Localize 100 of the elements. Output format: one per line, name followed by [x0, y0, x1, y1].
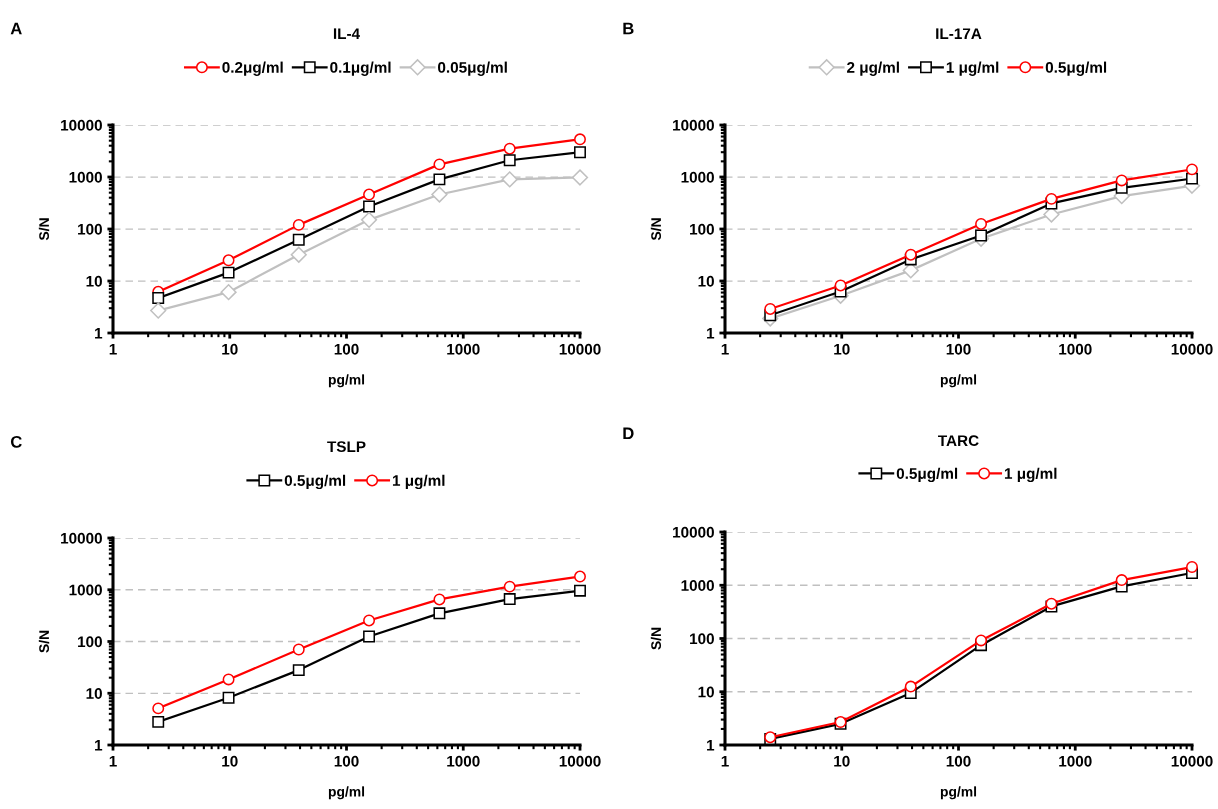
y-axis-title: S/N [38, 630, 50, 653]
point [222, 673, 235, 686]
point [292, 664, 305, 677]
x-axis-title: pg/ml [940, 786, 977, 800]
point [292, 233, 305, 246]
point [292, 218, 305, 231]
point [433, 173, 446, 186]
point [1115, 574, 1128, 587]
x-tick-label: 10 [222, 755, 238, 767]
text: C [10, 435, 22, 448]
y-tick-label: 1000 [69, 584, 102, 596]
legend-label: 1 μg/ml [1004, 467, 1057, 483]
legend-label: 1 μg/ml [392, 474, 445, 490]
point [152, 292, 165, 305]
legend-label: 0.5μg/ml [284, 474, 346, 490]
x-tick-label: 10000 [559, 343, 601, 355]
y-tick-label: 100 [690, 223, 714, 235]
point [363, 614, 376, 627]
point [574, 133, 586, 146]
y-tick-label: 1 [95, 328, 103, 339]
point [574, 584, 586, 597]
point [975, 217, 988, 230]
x-axis-title: pg/ml [328, 374, 365, 388]
x-tick-label: 10 [222, 343, 238, 355]
x-tick-label: 100 [946, 343, 971, 355]
point [222, 266, 235, 279]
text: D [623, 427, 634, 440]
x-tick-label: 1000 [447, 755, 480, 767]
point [363, 630, 376, 643]
point [433, 607, 446, 620]
x-axis-title: pg/ml [328, 786, 365, 800]
legend-label: 0.1μg/ml [330, 61, 391, 76]
point [904, 248, 917, 261]
x-tick-label: 1 [109, 755, 117, 767]
x-tick-label: 100 [334, 343, 359, 355]
point [220, 284, 237, 301]
point [904, 680, 917, 693]
y-tick-label: 10 [698, 686, 714, 698]
x-tick-label: 1 [721, 343, 729, 355]
legend-label: 0.2μg/ml [222, 61, 283, 76]
y-tick-label: 10000 [61, 119, 102, 131]
y-tick-label: 100 [78, 223, 102, 235]
point [503, 580, 516, 593]
text: B [623, 22, 634, 35]
point [503, 154, 516, 167]
y-tick-label: 10000 [673, 526, 714, 538]
y-tick-label: 1 [707, 328, 715, 339]
legend-label: 0.5μg/ml [1045, 61, 1107, 76]
legend-label: 1 μg/ml [946, 61, 999, 76]
point [222, 691, 235, 704]
point [152, 702, 165, 715]
point [501, 171, 518, 188]
x-tick-label: 10 [834, 755, 850, 767]
point [363, 188, 376, 201]
y-tick-label: 1 [95, 740, 103, 751]
point [975, 229, 988, 242]
x-tick-label: 1000 [1059, 755, 1092, 767]
y-axis-title: S/N [38, 218, 50, 241]
point [152, 715, 165, 728]
y-tick-label: 10000 [61, 532, 102, 544]
y-tick-label: 1000 [681, 580, 714, 591]
point [764, 302, 777, 315]
x-tick-label: 10 [834, 343, 850, 355]
point [503, 593, 516, 606]
point [433, 593, 446, 606]
y-axis-title: S/N [650, 218, 662, 241]
y-tick-label: 10 [86, 275, 102, 287]
y-axis-title: S/N [650, 627, 662, 650]
point [360, 211, 378, 228]
chart-title: TARC [938, 435, 979, 447]
point [1186, 561, 1198, 573]
text: A [10, 22, 22, 35]
point [150, 302, 167, 319]
x-tick-label: 10000 [1171, 343, 1213, 355]
legend-label: 0.5μg/ml [896, 467, 958, 483]
y-tick-label: 10000 [673, 119, 714, 131]
y-tick-label: 10 [698, 275, 714, 287]
y-tick-label: 10 [86, 688, 102, 699]
x-tick-label: 1 [109, 343, 117, 355]
x-tick-label: 10000 [559, 755, 601, 767]
point [975, 634, 988, 647]
y-tick-label: 100 [78, 636, 102, 648]
x-tick-label: 10000 [1171, 755, 1213, 767]
chart-title: IL-4 [333, 28, 360, 39]
x-tick-label: 1000 [1059, 343, 1092, 355]
y-tick-label: 1000 [69, 171, 102, 183]
point [834, 279, 847, 292]
x-tick-label: 100 [334, 755, 359, 767]
point [222, 254, 235, 267]
chart-title: TSLP [327, 441, 366, 453]
x-tick-label: 1000 [447, 343, 480, 355]
point [431, 186, 448, 203]
point [292, 643, 305, 656]
point [1186, 163, 1198, 176]
point [571, 169, 589, 186]
x-tick-label: 1 [721, 755, 729, 767]
y-tick-label: 1000 [681, 171, 714, 183]
x-tick-label: 100 [946, 755, 971, 767]
point [574, 570, 586, 583]
point [290, 246, 307, 263]
